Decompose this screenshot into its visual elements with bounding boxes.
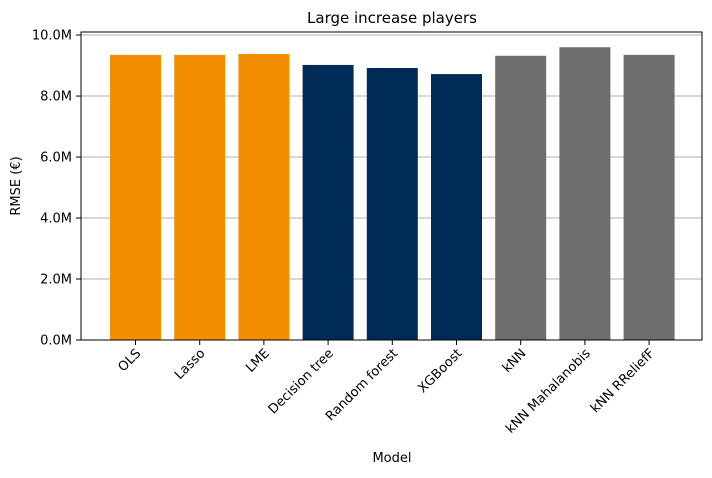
y-tick-label: 10.0M [32,29,72,44]
bar-lasso [174,54,226,341]
bar-xgboost [431,74,482,341]
y-axis-label: RMSE (€) [9,156,24,215]
bar-lme [238,53,290,341]
bar-knn-rrelieff [623,54,675,341]
bar-random-forest [366,67,418,340]
plot-frame [80,31,703,341]
x-tick-label: kNN [500,346,530,376]
y-tick-label: 0.0M [40,334,72,349]
x-tick-label: OLS [116,346,145,375]
x-tick-label: Decision tree [266,346,337,417]
y-tick-label: 6.0M [40,151,72,166]
bar-knn [495,55,547,341]
x-tick-label: XGBoost [415,346,465,396]
x-tick-label: Lasso [172,346,209,383]
x-axis-label: Model [372,451,411,466]
x-tick-label: kNN RReliefF [588,346,658,416]
bar-decision-tree [302,64,354,340]
y-tick-label: 2.0M [40,273,72,288]
bars-layer [110,47,675,341]
y-ticks: 0.0M 2.0M 4.0M 6.0M 8.0M 10.0M [32,29,81,349]
bar-knn-mahalanobis [559,47,611,340]
x-tick-label: LME [243,346,272,375]
chart-title: Large increase players [307,9,477,27]
y-tick-label: 4.0M [40,212,72,227]
bar-ols [110,54,161,341]
y-tick-label: 8.0M [40,90,72,105]
